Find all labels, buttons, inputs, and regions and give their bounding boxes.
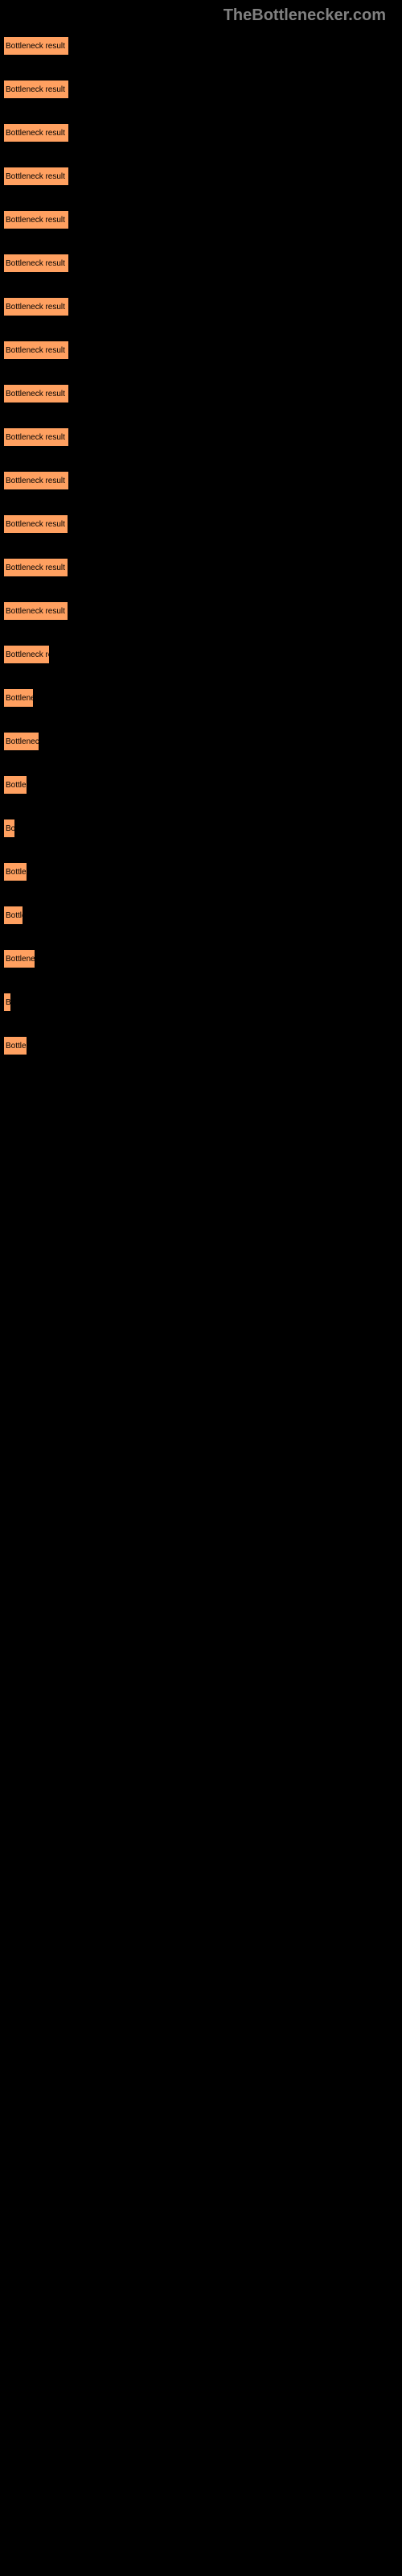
bar: Bottleneck result <box>3 949 35 968</box>
bar-row: Bottleneck result <box>3 558 402 577</box>
bar-row: Bottleneck result <box>3 254 402 273</box>
bar: Bottleneck result <box>3 123 69 142</box>
bar-row: Bottleneck result <box>3 471 402 490</box>
bar-row: Bottleneck result <box>3 427 402 447</box>
bar: Bottleneck result <box>3 80 69 99</box>
site-title: TheBottlenecker.com <box>224 6 386 24</box>
bar: Bottleneck result <box>3 993 11 1012</box>
header: TheBottlenecker.com <box>0 0 402 28</box>
bar: Bottleneck result <box>3 471 69 490</box>
chart-area: Bottleneck result Bottleneck result Bottle… <box>0 28 402 1055</box>
bar: Bottleneck result <box>3 732 39 751</box>
bar: Bottleneck result <box>3 297 69 316</box>
bar-row: Bottleneck result <box>3 819 402 838</box>
bar-row: Bottleneck result <box>3 36 402 56</box>
bar-row: Bottleneck result <box>3 297 402 316</box>
bar: Bottleneck result <box>3 384 69 403</box>
bar-row: Bottleneck result <box>3 906 402 925</box>
bar: Bottleneck result <box>3 36 69 56</box>
bar: Bottleneck result <box>3 688 34 708</box>
bar-row: Bottleneck result <box>3 167 402 186</box>
bar-row: Bottleneck result <box>3 993 402 1012</box>
bar: Bottleneck result <box>3 514 68 534</box>
bar-row: Bottleneck result <box>3 732 402 751</box>
bar-row: Bottleneck result <box>3 1036 402 1055</box>
bar: Bottleneck result <box>3 906 23 925</box>
bar-row: Bottleneck result <box>3 80 402 99</box>
bar: Bottleneck result <box>3 341 69 360</box>
bar: Bottleneck result <box>3 1036 27 1055</box>
bar: Bottleneck result <box>3 558 68 577</box>
bar-row: Bottleneck result <box>3 514 402 534</box>
bar: Bottleneck result <box>3 427 69 447</box>
bar: Bottleneck result <box>3 210 69 229</box>
bar-row: Bottleneck result <box>3 645 402 664</box>
bar-row: Bottleneck result <box>3 210 402 229</box>
bar-row: Bottleneck result <box>3 384 402 403</box>
bar: Bottleneck result <box>3 601 68 621</box>
bar-row: Bottleneck result <box>3 341 402 360</box>
bar: Bottleneck result <box>3 167 69 186</box>
bar-row: Bottleneck result <box>3 601 402 621</box>
bar: Bottleneck result <box>3 775 27 795</box>
bar-row: Bottleneck result <box>3 688 402 708</box>
bar: Bottleneck result <box>3 862 27 881</box>
bar-row: Bottleneck result <box>3 862 402 881</box>
bar-row: Bottleneck result <box>3 949 402 968</box>
bar: Bottleneck result <box>3 254 69 273</box>
bar: Bottleneck result <box>3 819 15 838</box>
bar: Bottleneck result <box>3 645 50 664</box>
bar-row: Bottleneck result <box>3 123 402 142</box>
bar-row: Bottleneck result <box>3 775 402 795</box>
